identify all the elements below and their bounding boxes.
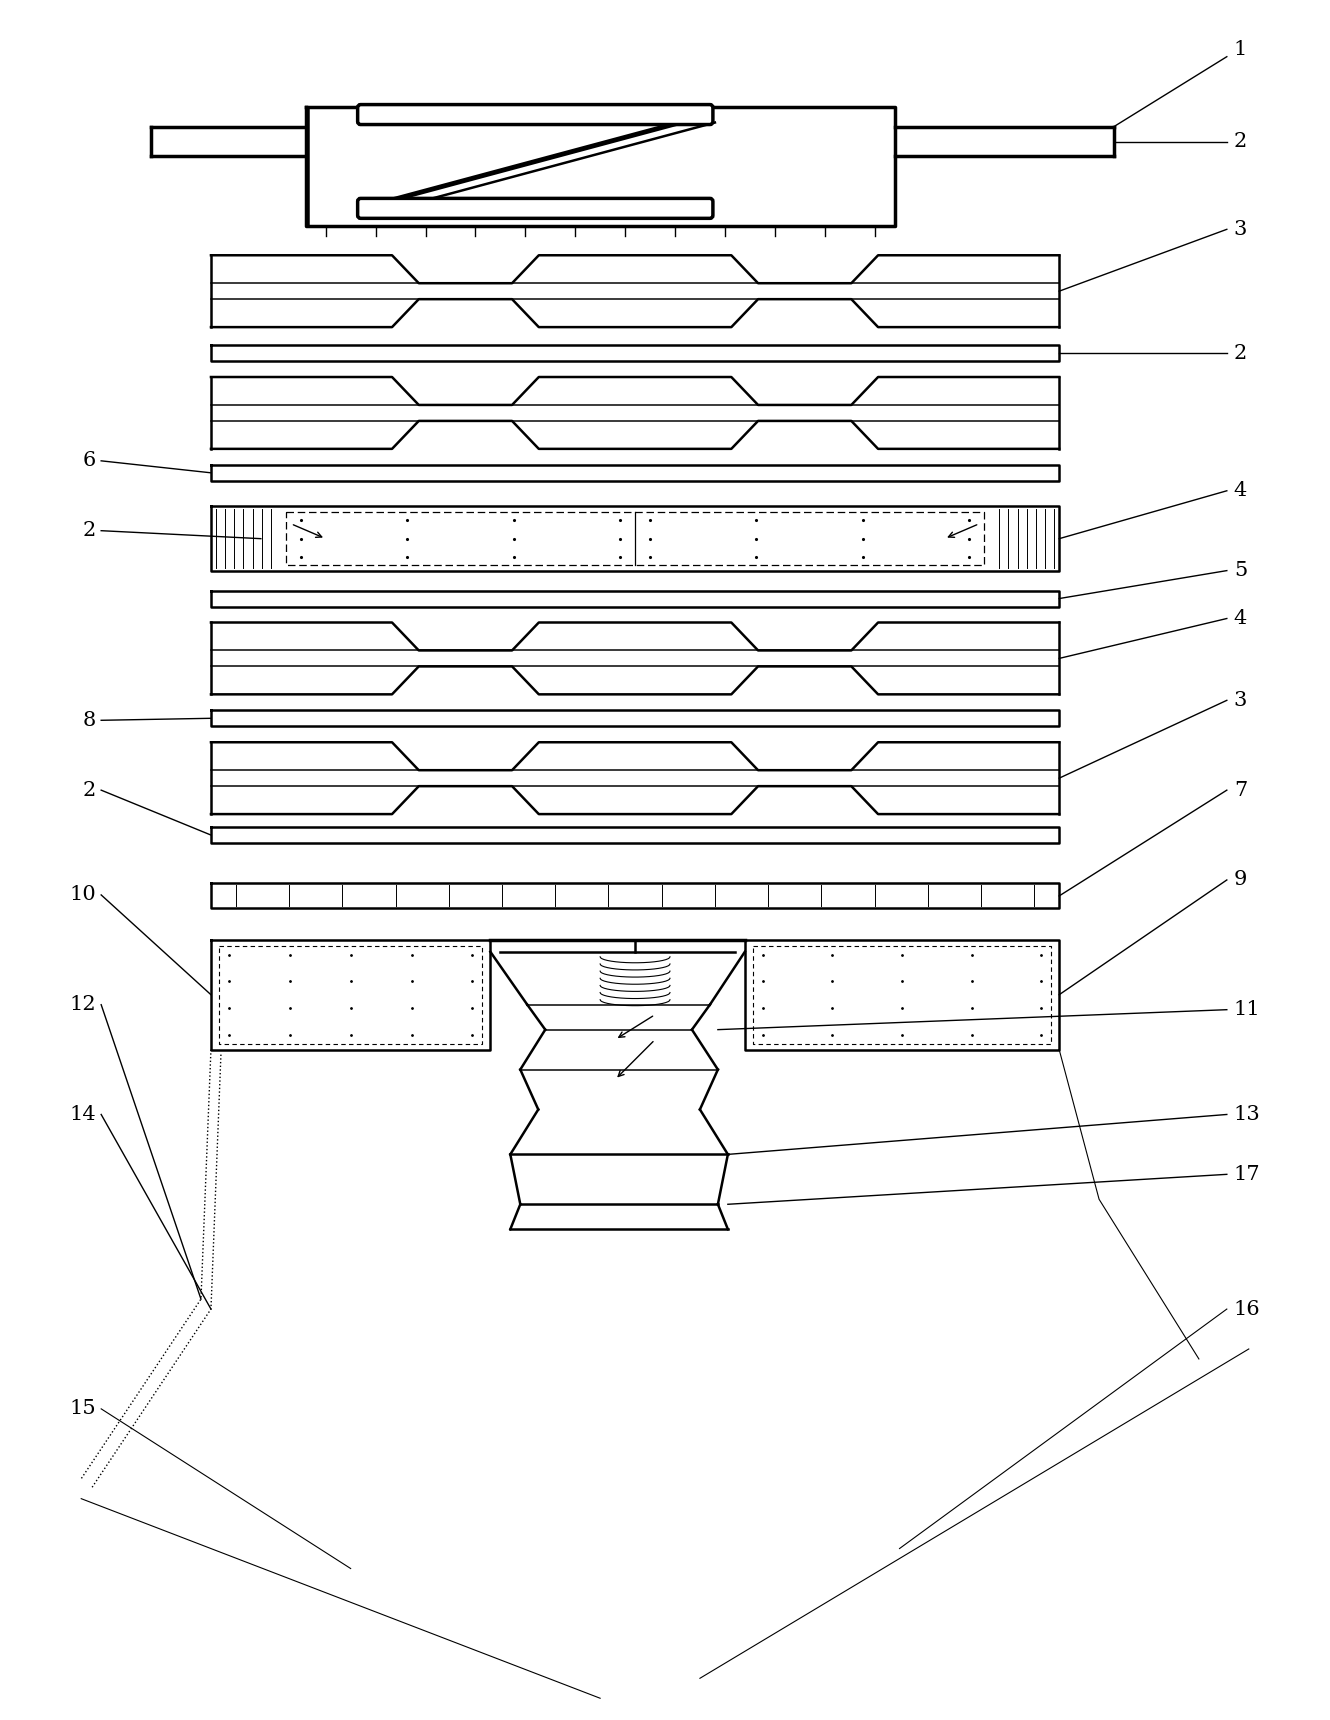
Text: 4: 4 — [1234, 609, 1248, 628]
Text: 6: 6 — [82, 451, 96, 470]
Text: 1: 1 — [1234, 40, 1248, 58]
Text: 7: 7 — [1234, 781, 1248, 800]
Text: 3: 3 — [1234, 691, 1248, 710]
Text: 3: 3 — [1234, 220, 1248, 239]
Text: 2: 2 — [82, 781, 96, 800]
Text: 12: 12 — [69, 996, 96, 1015]
Text: 15: 15 — [69, 1400, 96, 1419]
Text: 14: 14 — [69, 1104, 96, 1123]
Text: 17: 17 — [1234, 1164, 1261, 1183]
Text: 4: 4 — [1234, 482, 1248, 501]
Text: 2: 2 — [1234, 344, 1248, 363]
Text: 11: 11 — [1234, 1001, 1261, 1020]
Text: 2: 2 — [82, 521, 96, 540]
Text: 2: 2 — [1234, 132, 1248, 151]
FancyBboxPatch shape — [358, 198, 713, 218]
Text: 16: 16 — [1234, 1300, 1261, 1319]
Text: 13: 13 — [1234, 1104, 1261, 1123]
Text: 8: 8 — [82, 710, 96, 729]
Text: 5: 5 — [1234, 561, 1248, 580]
FancyBboxPatch shape — [358, 105, 713, 124]
Text: 10: 10 — [69, 886, 96, 905]
Text: 9: 9 — [1234, 870, 1248, 889]
